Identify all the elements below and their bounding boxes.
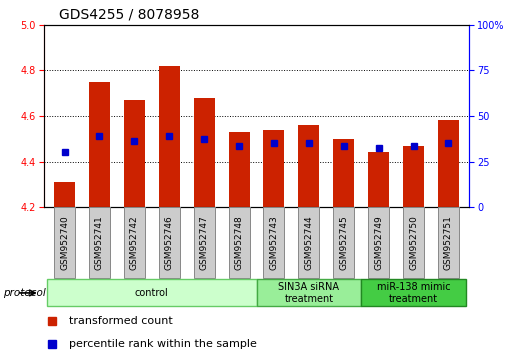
Bar (438, 120, 459, 207)
FancyBboxPatch shape (438, 207, 459, 278)
FancyBboxPatch shape (124, 207, 145, 278)
Text: transformed count: transformed count (69, 316, 173, 326)
FancyBboxPatch shape (194, 207, 214, 278)
FancyBboxPatch shape (403, 207, 424, 278)
FancyBboxPatch shape (54, 207, 75, 278)
Bar (54, 182, 75, 207)
FancyBboxPatch shape (333, 207, 354, 278)
FancyBboxPatch shape (89, 207, 110, 278)
FancyBboxPatch shape (368, 207, 389, 278)
FancyBboxPatch shape (299, 207, 319, 278)
Text: protocol: protocol (3, 288, 45, 298)
FancyBboxPatch shape (361, 279, 466, 307)
Bar (333, 139, 354, 207)
Text: GSM952744: GSM952744 (304, 215, 313, 270)
Text: GSM952747: GSM952747 (200, 215, 209, 270)
Bar (264, 130, 284, 207)
Text: SIN3A siRNA
treatment: SIN3A siRNA treatment (279, 282, 340, 304)
Text: GSM952749: GSM952749 (374, 215, 383, 270)
Text: GSM952746: GSM952746 (165, 215, 174, 270)
FancyBboxPatch shape (264, 207, 284, 278)
Bar (403, 145, 424, 207)
FancyBboxPatch shape (256, 279, 361, 307)
Text: GSM952745: GSM952745 (339, 215, 348, 270)
Text: GSM952743: GSM952743 (269, 215, 279, 270)
Text: control: control (135, 288, 169, 298)
Bar (368, 152, 389, 207)
Text: GSM952748: GSM952748 (234, 215, 244, 270)
Text: GSM952751: GSM952751 (444, 215, 453, 270)
Bar (299, 125, 319, 207)
Text: GDS4255 / 8078958: GDS4255 / 8078958 (59, 7, 200, 21)
FancyBboxPatch shape (159, 207, 180, 278)
Text: GSM952740: GSM952740 (60, 215, 69, 270)
Text: GSM952750: GSM952750 (409, 215, 418, 270)
Bar (124, 100, 145, 207)
Bar (159, 66, 180, 207)
FancyBboxPatch shape (229, 207, 249, 278)
Text: GSM952741: GSM952741 (95, 215, 104, 270)
Text: GSM952742: GSM952742 (130, 215, 139, 270)
Bar (229, 132, 249, 207)
Text: percentile rank within the sample: percentile rank within the sample (69, 339, 257, 349)
Text: miR-138 mimic
treatment: miR-138 mimic treatment (377, 282, 450, 304)
FancyBboxPatch shape (47, 279, 256, 307)
Bar (194, 98, 214, 207)
Bar (89, 82, 110, 207)
